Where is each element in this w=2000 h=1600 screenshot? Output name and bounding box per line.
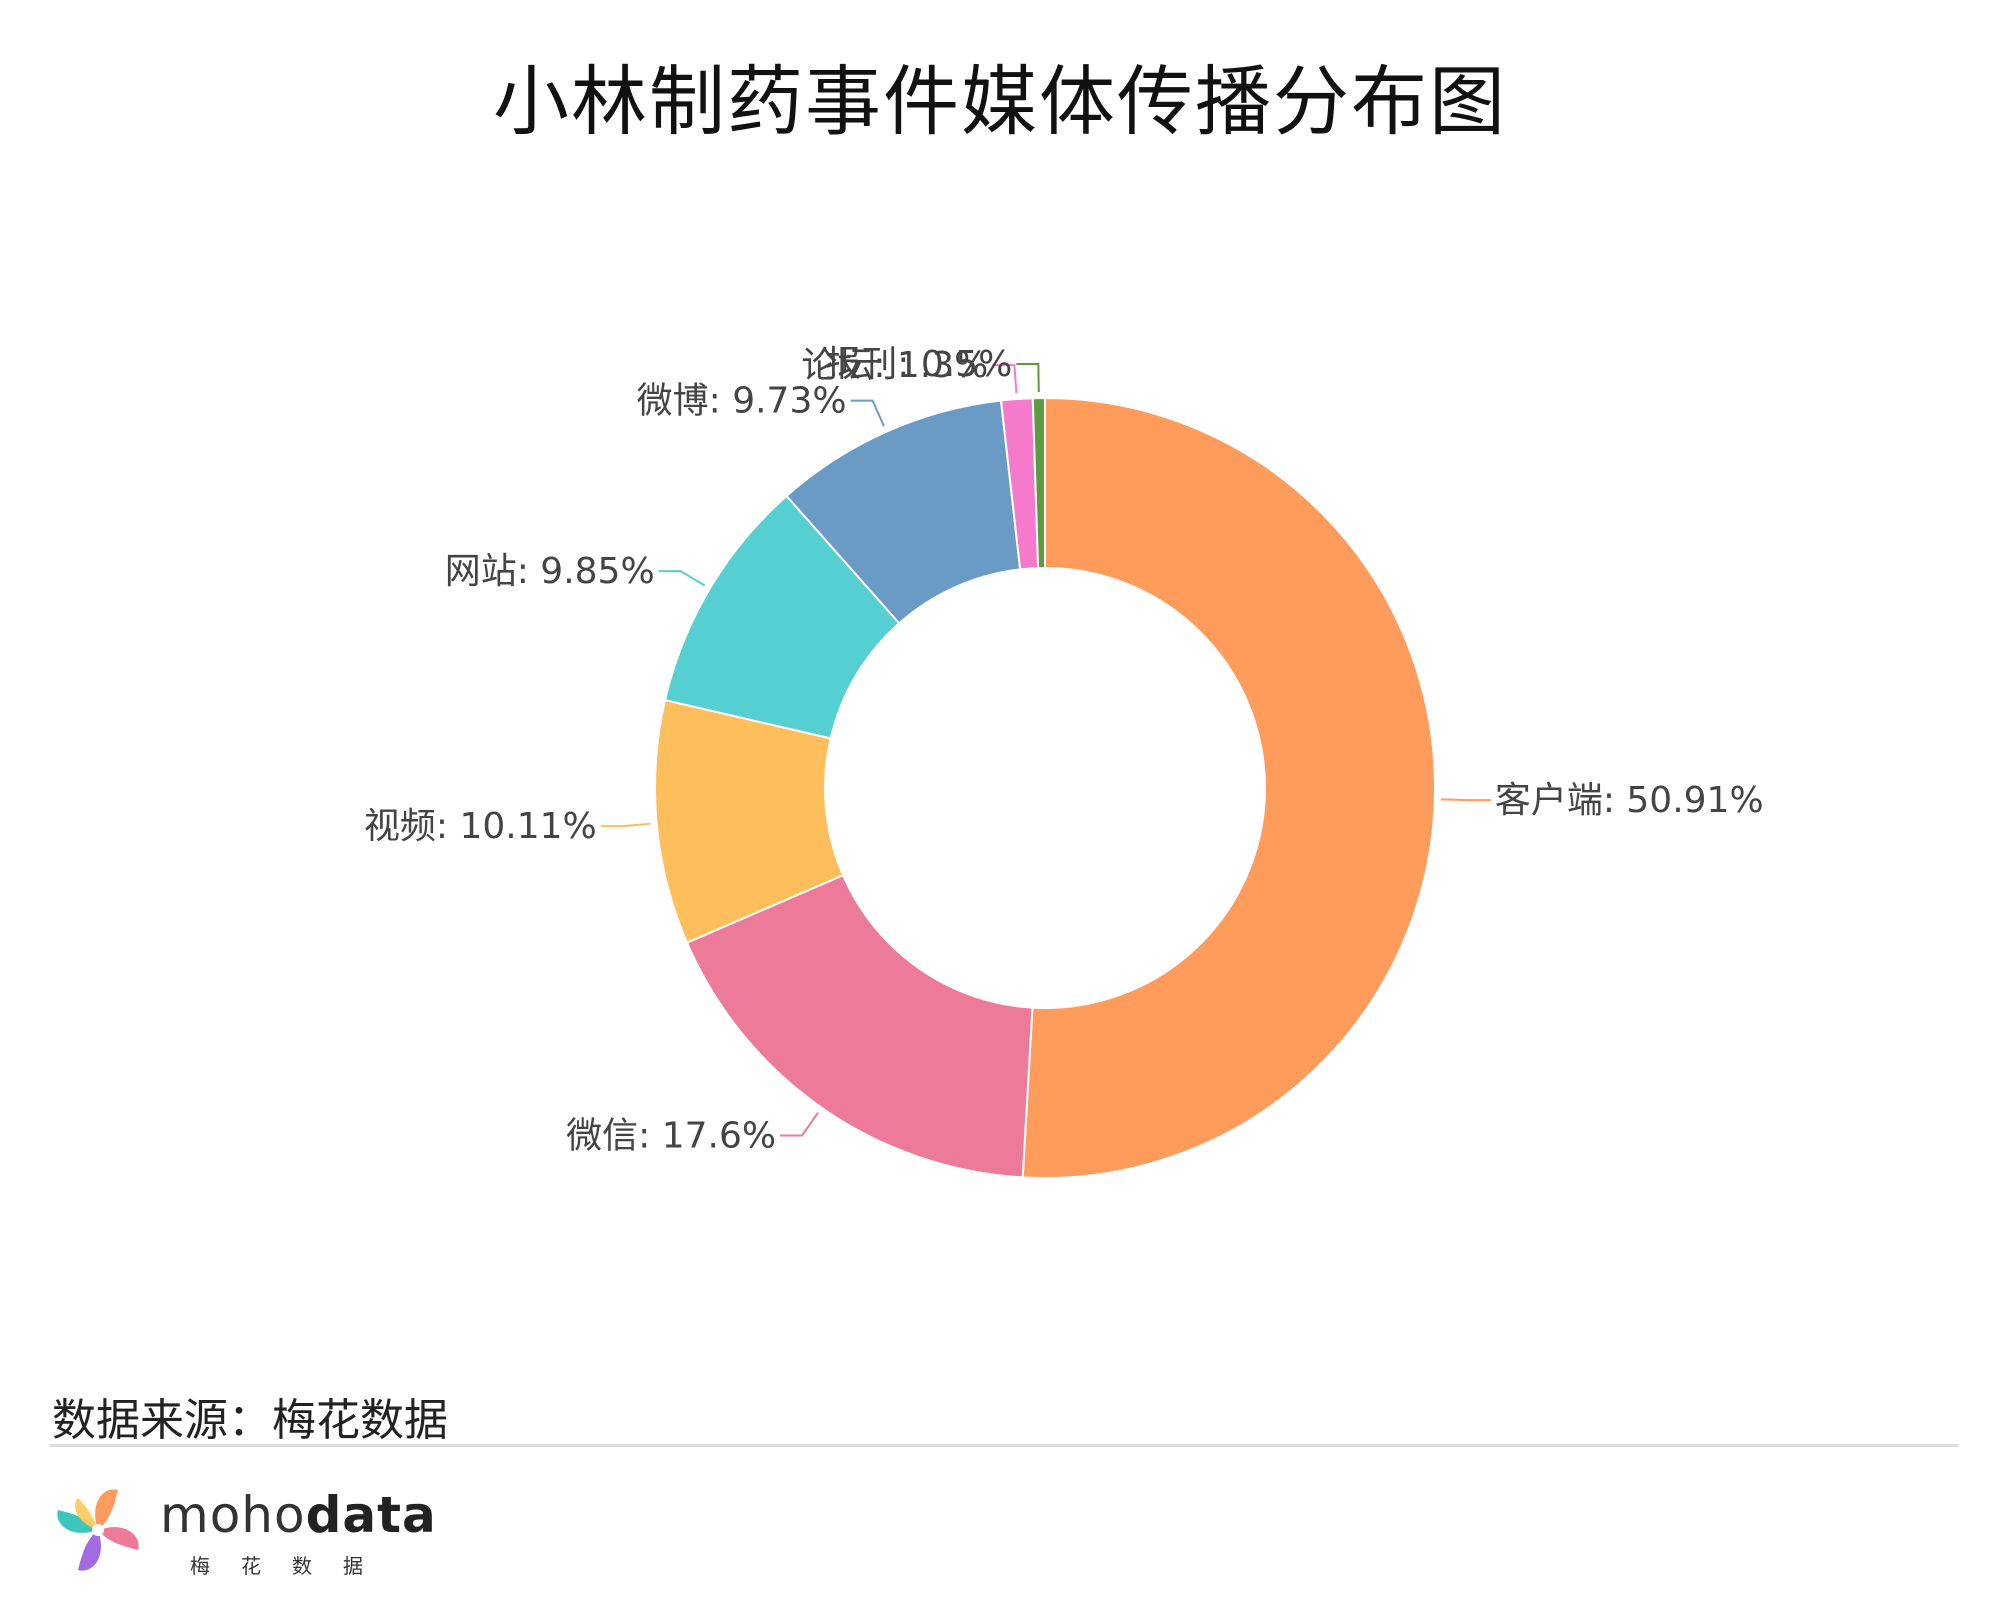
slice-label-0: 客户端: 50.91%: [1495, 780, 1764, 821]
pinwheel-logo-icon: [57, 1489, 139, 1571]
leader-line-0: [1440, 798, 1491, 802]
donut-slice-1: [685, 873, 1034, 1179]
logo-wordmark: mohodata: [160, 1486, 437, 1544]
donut-slices: [654, 396, 1437, 1179]
leader-line-2: [600, 822, 651, 828]
data-source: 数据来源：梅花数据: [52, 1395, 448, 1446]
logo-subtitle: 梅花数据: [190, 1554, 394, 1578]
footer-divider: [50, 1444, 1958, 1447]
leader-line-1: [780, 1111, 819, 1137]
leader-line-5: [992, 364, 1018, 394]
label-leader-lines: [600, 363, 1491, 1137]
slice-label-6: 报刊: 0.5%: [825, 344, 1012, 385]
slice-label-5: 论坛: 1.3%: [801, 345, 988, 386]
slice-label-3: 网站: 9.85%: [445, 551, 655, 592]
leader-line-6: [1016, 363, 1040, 393]
slice-label-2: 视频: 10.11%: [364, 806, 597, 847]
leader-line-3: [658, 570, 706, 587]
slice-label-1: 微信: 17.6%: [566, 1116, 776, 1157]
slice-label-4: 微博: 9.73%: [637, 381, 847, 422]
leader-line-4: [850, 399, 885, 427]
slice-labels: 客户端: 50.91% 微信: 17.6% 视频: 10.11% 网站: 9.85% 微…: [364, 344, 1764, 1156]
mohodata-logo: mohodata 梅花数据: [48, 1480, 608, 1590]
chart-title: 小林制药事件媒体传播分布图: [493, 57, 1507, 146]
donut-slice-0: [1021, 396, 1437, 1179]
donut-slice-6: [1031, 396, 1046, 570]
